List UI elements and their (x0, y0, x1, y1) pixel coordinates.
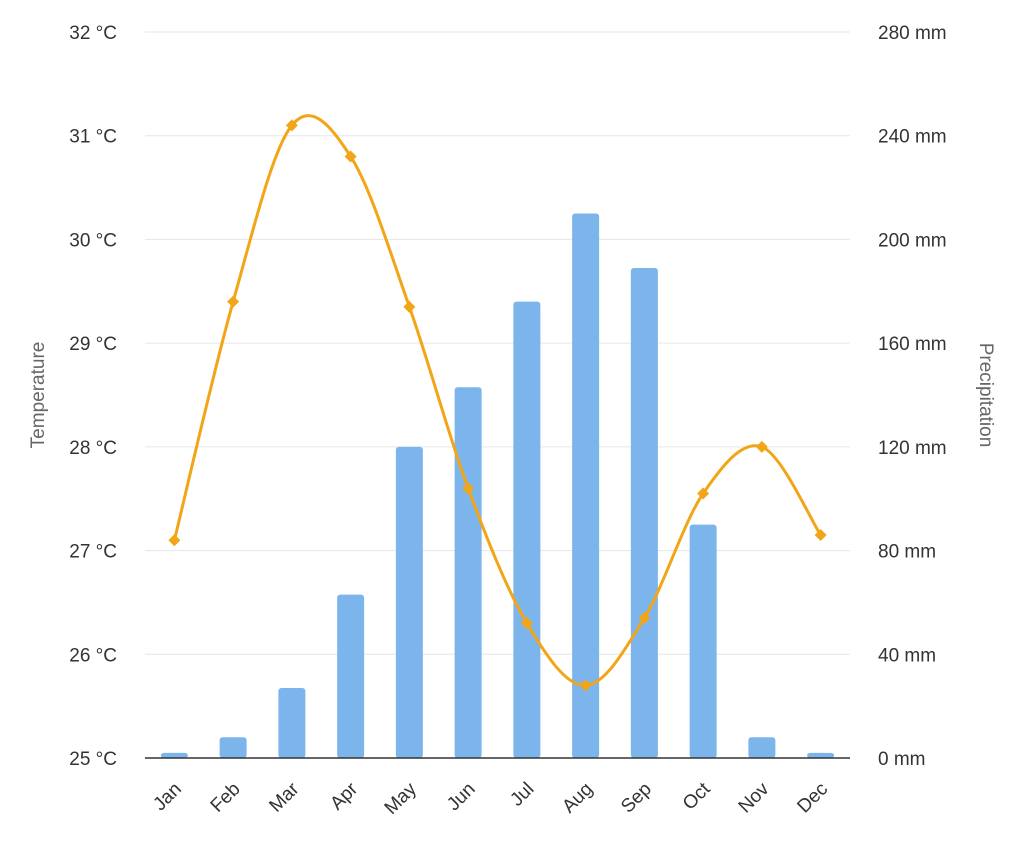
y-left-tick-label: 28 °C (69, 438, 117, 459)
x-tick-label: Aug (558, 779, 597, 818)
temperature-point (814, 529, 827, 542)
x-tick-label: Oct (679, 778, 715, 814)
y-left-tick-label: 29 °C (69, 334, 117, 355)
precipitation-bar (513, 301, 541, 758)
temperature-point (403, 300, 416, 313)
x-tick-label: Jun (443, 779, 480, 816)
y-left-tick-label: 25 °C (69, 749, 117, 770)
temperature-point (520, 617, 533, 630)
y-left-tick-label: 31 °C (69, 127, 117, 148)
precipitation-bar (337, 594, 365, 758)
y-left-tick-label: 30 °C (69, 230, 117, 251)
temperature-point (638, 611, 651, 624)
x-tick-label: Jan (149, 779, 186, 816)
precipitation-bar (807, 752, 835, 758)
precipitation-bar (689, 524, 717, 758)
x-axis-ticks: Jan Feb Mar Apr May Jun Jul Aug Sep Oct Nov Dec (149, 778, 832, 819)
temperature-point (227, 295, 240, 308)
temperature-point (579, 679, 592, 692)
y-axis-left-title: Temperature (28, 342, 49, 449)
x-tick-label: Jul (506, 779, 538, 811)
y-right-tick-label: 40 mm (878, 645, 936, 666)
y-axis-right-ticks: 0 mm 40 mm 80 mm 120 mm 160 mm 200 mm 240 mm 28… (878, 23, 947, 770)
temperature-point (168, 534, 181, 547)
x-tick-label: Feb (207, 779, 245, 817)
grid-lines (145, 31, 850, 655)
x-tick-label: Sep (617, 779, 656, 818)
x-tick-label: May (381, 778, 422, 819)
x-tick-label: Mar (265, 778, 303, 816)
y-left-tick-label: 32 °C (69, 23, 117, 44)
y-right-tick-label: 240 mm (878, 127, 947, 148)
temperature-point (344, 150, 357, 163)
precipitation-bars (160, 213, 835, 758)
x-tick-label: Nov (735, 778, 774, 817)
precipitation-bar (630, 267, 658, 758)
precipitation-bar (454, 387, 482, 758)
temperature-point (697, 487, 710, 500)
y-right-tick-label: 80 mm (878, 542, 936, 563)
precipitation-bar (160, 752, 188, 758)
precipitation-bar (748, 737, 776, 758)
precipitation-bar (395, 446, 423, 758)
temperature-point (755, 440, 768, 453)
y-right-tick-label: 280 mm (878, 23, 947, 44)
temperature-point (285, 119, 298, 132)
y-axis-right-title: Precipitation (975, 343, 996, 448)
temperature-markers (168, 119, 827, 692)
temperature-line (172, 114, 822, 687)
y-right-tick-label: 160 mm (878, 334, 947, 355)
y-left-tick-label: 27 °C (69, 542, 117, 563)
x-tick-label: Apr (326, 778, 362, 814)
y-right-tick-label: 120 mm (878, 438, 947, 459)
precipitation-bar (278, 687, 306, 758)
y-axis-left-ticks: 25 °C 26 °C 27 °C 28 °C 29 °C 30 °C 31 °C 32 °C (69, 23, 117, 770)
y-right-tick-label: 200 mm (878, 230, 947, 251)
x-tick-label: Dec (793, 779, 832, 818)
precipitation-bar (572, 213, 600, 758)
temperature-point (462, 482, 475, 495)
y-right-tick-label: 0 mm (878, 749, 926, 770)
y-left-tick-label: 26 °C (69, 645, 117, 666)
precipitation-bar (219, 737, 247, 758)
